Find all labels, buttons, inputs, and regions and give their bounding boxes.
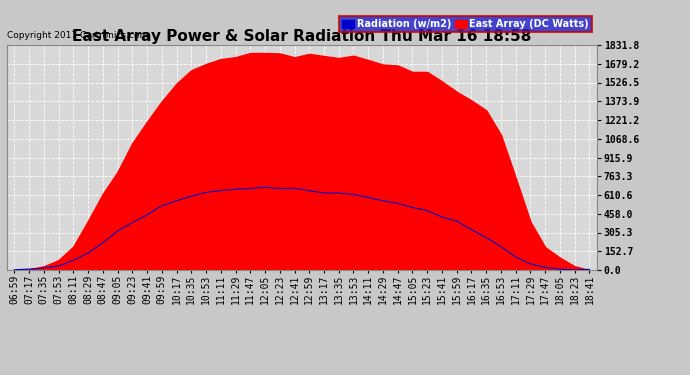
Text: Copyright 2017 Cartronics.com: Copyright 2017 Cartronics.com: [7, 32, 148, 40]
Title: East Array Power & Solar Radiation Thu Mar 16 18:58: East Array Power & Solar Radiation Thu M…: [72, 29, 531, 44]
Legend: Radiation (w/m2), East Array (DC Watts): Radiation (w/m2), East Array (DC Watts): [339, 16, 592, 32]
